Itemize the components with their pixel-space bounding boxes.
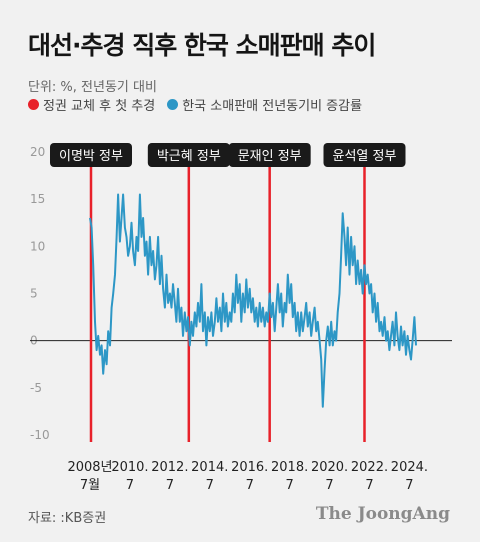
x-tick-label: 2016. [231, 460, 268, 475]
legend: 정권 교체 후 첫 추경 한국 소매판매 전년동기비 증감률 [28, 95, 374, 114]
legend-item-series: 한국 소매판매 전년동기비 증감률 [167, 95, 362, 114]
y-tick-label: 20 [30, 145, 45, 159]
x-tick-label: 2022. [351, 460, 388, 475]
blue-dot-icon [167, 99, 179, 110]
x-tick-sublabel: 7 [325, 478, 333, 493]
event-label: 문재인 정부 [238, 149, 302, 164]
legend-label-series: 한국 소매판매 전년동기비 증감률 [182, 99, 363, 114]
x-tick-sublabel: 7 [246, 478, 254, 493]
series-group [89, 193, 417, 408]
x-tick-label: 2014. [191, 460, 228, 475]
event-label-box [228, 143, 311, 167]
x-tick-sublabel: 7월 [80, 478, 100, 493]
event-label-box [147, 143, 230, 167]
x-tick-sublabel: 7 [126, 478, 134, 493]
x-tick-label: 2024. [391, 460, 428, 475]
y-tick-label: 15 [30, 192, 45, 206]
y-tick-label: -10 [30, 428, 50, 442]
x-tick-sublabel: 7 [166, 478, 174, 493]
chart-title: 대선·추경 직후 한국 소매판매 추이 [28, 31, 376, 60]
x-tick-sublabel: 7 [285, 478, 293, 493]
x-tick-sublabel: 7 [206, 478, 214, 493]
y-tick-label: 5 [30, 287, 38, 301]
legend-label-event: 정권 교체 후 첫 추경 [43, 99, 156, 114]
unit-label: 단위: %, 전년동기 대비 [28, 80, 157, 95]
event-markers: 이명박 정부 박근혜 정부 문재인 정부 윤석열 정부 [49, 143, 406, 442]
x-tick-sublabel: 7 [365, 478, 373, 493]
event-label: 박근혜 정부 [157, 149, 221, 164]
brand-logo: The JoongAng [315, 504, 450, 524]
event-label-box [323, 143, 406, 167]
legend-item-event: 정권 교체 후 첫 추경 [28, 95, 155, 114]
x-tick-label: 2020. [311, 460, 348, 475]
source-note: 자료: :KB증권 [28, 511, 107, 526]
x-tick-sublabel: 7 [405, 478, 413, 493]
y-tick-label: 10 [30, 239, 45, 253]
x-tick-label: 2018. [271, 460, 308, 475]
event-label-box [49, 143, 132, 167]
event-label: 이명박 정부 [59, 149, 123, 164]
x-tick-label: 2010. [111, 460, 148, 475]
x-tick-label: 2012. [151, 460, 188, 475]
y-tick-label: -5 [30, 381, 42, 395]
event-label: 윤석열 정부 [333, 149, 397, 164]
red-dot-icon [28, 99, 39, 110]
series-line [89, 193, 417, 408]
x-axis: 2008년 7월 2010. 7 2012. 7 2014. 7 2016. 7 2018. 7 202… [67, 460, 428, 493]
x-tick-label: 2008년 [67, 460, 112, 475]
